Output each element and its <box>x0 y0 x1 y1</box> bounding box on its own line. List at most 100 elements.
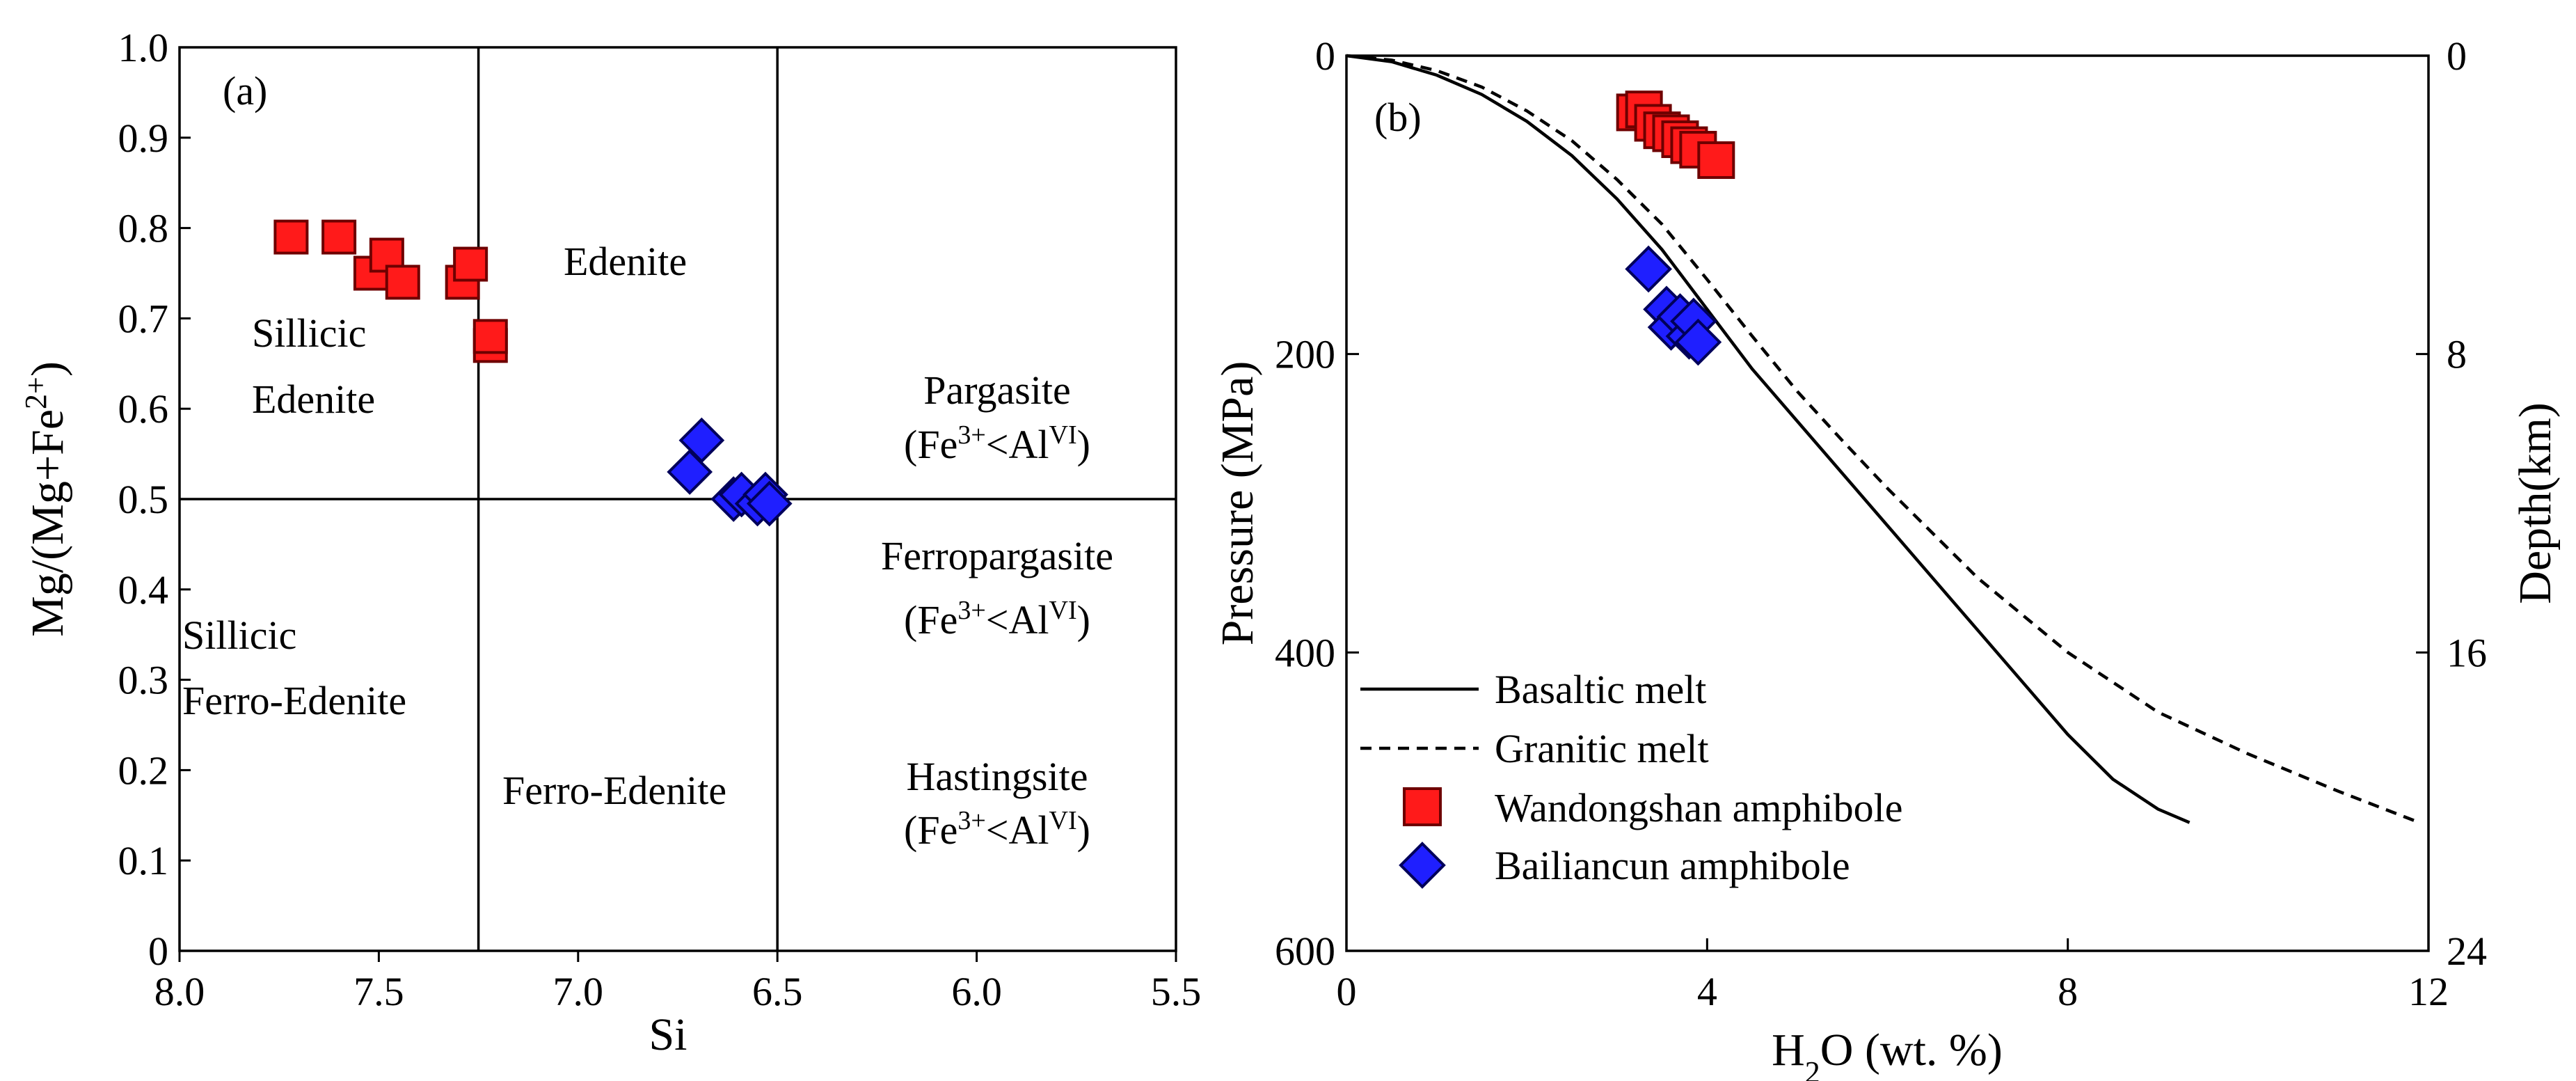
y-tick-label: 0.6 <box>118 386 169 432</box>
condition-suffix: ) <box>1077 422 1090 467</box>
y-tick-label: 0.2 <box>118 748 169 793</box>
y-tick-label: 0 <box>1315 33 1335 79</box>
legend-marker-wandongshan <box>1403 787 1442 826</box>
legend-label-granitic: Granitic melt <box>1495 726 1709 771</box>
panel-a-data-points <box>273 219 793 527</box>
x-label-suffix: O (wt. %) <box>1820 1025 2003 1075</box>
x-label-sub: 2 <box>1805 1055 1820 1081</box>
y-tick-label: 200 <box>1275 332 1335 377</box>
field-label-ferropargasite-condition: (Fe3+<AlVI) <box>904 596 1090 642</box>
x-tick-label: 8 <box>2058 969 2078 1014</box>
panel-a-y-ticks: 0 0.1 0.2 0.3 0.4 0.5 0.6 0.7 0.8 0.9 1.0 <box>118 25 191 974</box>
wandongshan-point <box>1697 141 1735 180</box>
right-y-tick-label: 8 <box>2447 332 2467 377</box>
condition-sup-al: VI <box>1049 596 1077 625</box>
field-label-sillicic-ferro-edenite-line2: Ferro-Edenite <box>182 678 406 723</box>
y-tick-label: 0.4 <box>118 567 169 613</box>
wandongshan-point <box>453 246 488 282</box>
y-tick-label: 0.5 <box>118 477 169 522</box>
right-y-tick-label: 16 <box>2447 630 2487 675</box>
condition-sup-fe: 3+ <box>957 420 985 450</box>
condition-mid: <Al <box>986 422 1049 467</box>
y-tick-label: 0 <box>148 929 168 974</box>
wandongshan-point <box>273 219 309 255</box>
field-label-pargasite-condition: (Fe3+<AlVI) <box>904 420 1090 467</box>
panel-a-y-axis-label: Mg/(Mg+Fe2+) <box>19 361 74 637</box>
field-label-hastingsite: Hastingsite <box>907 754 1088 799</box>
y-label-sup: 2+ <box>19 377 53 409</box>
x-tick-label: 6.5 <box>752 969 803 1014</box>
panel-b-y-axis-label: Pressure (MPa) <box>1212 361 1263 646</box>
field-label-sillicic-edenite-line2: Edenite <box>252 377 375 422</box>
panel-b-melt-curves <box>1346 54 2420 824</box>
x-tick-label: 4 <box>1697 969 1717 1014</box>
legend-label-bailiancun: Bailiancun amphibole <box>1495 843 1850 888</box>
granitic-melt-curve <box>1346 54 2420 824</box>
condition-suffix: ) <box>1077 597 1090 642</box>
panel-a-x-ticks: 8.0 7.5 7.0 6.5 6.0 5.5 <box>154 951 1202 1014</box>
field-label-pargasite: Pargasite <box>923 368 1071 413</box>
panel-b-plot-frame <box>1345 54 2430 952</box>
condition-sup-fe: 3+ <box>957 806 985 835</box>
condition-prefix: (Fe <box>904 597 957 642</box>
field-label-ferropargasite: Ferropargasite <box>881 533 1113 578</box>
field-label-ferro-edenite: Ferro-Edenite <box>502 768 726 813</box>
condition-prefix: (Fe <box>904 422 957 467</box>
field-label-sillicic-ferro-edenite-line1: Sillicic <box>182 613 296 658</box>
condition-prefix: (Fe <box>904 807 957 853</box>
legend-label-basaltic: Basaltic melt <box>1495 667 1706 712</box>
legend: Basaltic melt Granitic melt Wandongshan … <box>1360 667 1903 889</box>
y-tick-label: 0.8 <box>118 206 169 251</box>
panel-b-tag: (b) <box>1374 95 1422 140</box>
field-label-hastingsite-condition: (Fe3+<AlVI) <box>904 806 1090 853</box>
panel-b-pressure-water-diagram: 0 4 8 12 0 200 400 600 0 8 16 24 (b) Basaltic mel… <box>1212 33 2561 1081</box>
x-tick-label: 5.5 <box>1151 969 1202 1014</box>
condition-mid: <Al <box>986 597 1049 642</box>
bailiancun-point <box>678 417 725 464</box>
bailiancun-point <box>1625 245 1672 293</box>
condition-suffix: ) <box>1077 807 1090 853</box>
y-tick-label: 600 <box>1275 929 1335 974</box>
panel-b-y-ticks: 0 200 400 600 <box>1275 33 1359 974</box>
wandongshan-point <box>472 319 508 354</box>
x-tick-label: 12 <box>2408 969 2449 1014</box>
panel-a-tag: (a) <box>223 68 267 113</box>
condition-sup-al: VI <box>1049 806 1077 835</box>
basaltic-melt-curve <box>1346 54 2191 824</box>
condition-mid: <Al <box>986 807 1049 853</box>
x-label-prefix: H <box>1772 1025 1805 1075</box>
y-tick-label: 0.7 <box>118 296 169 341</box>
panel-b-right-y-axis-label: Depth(km) <box>2510 402 2561 604</box>
field-label-edenite: Edenite <box>564 239 687 284</box>
legend-label-wandongshan: Wandongshan amphibole <box>1495 785 1903 830</box>
bailiancun-point <box>746 480 793 527</box>
condition-sup-al: VI <box>1049 420 1077 450</box>
x-tick-label: 7.5 <box>353 969 404 1014</box>
x-tick-label: 6.0 <box>951 969 1002 1014</box>
y-label-main: Mg/(Mg+Fe <box>22 409 73 637</box>
y-tick-label: 0.1 <box>118 838 169 883</box>
y-tick-label: 0.9 <box>118 116 169 161</box>
panel-a-classification-diagram: 8.0 7.5 7.0 6.5 6.0 5.5 0 0.1 0.2 0.3 0.4 0.5 0.6 0.… <box>19 25 1202 1060</box>
wandongshan-point <box>385 265 420 300</box>
bailiancun-point <box>1674 318 1722 366</box>
condition-sup-fe: 3+ <box>957 596 985 625</box>
y-tick-label: 1.0 <box>118 25 169 70</box>
legend-marker-bailiancun <box>1399 842 1446 889</box>
wandongshan-point <box>321 219 357 255</box>
right-y-tick-label: 24 <box>2447 929 2487 974</box>
x-tick-label: 7.0 <box>553 969 604 1014</box>
y-tick-label: 0.3 <box>118 658 169 703</box>
panel-a-x-axis-label: Si <box>649 1009 687 1060</box>
x-tick-label: 0 <box>1337 969 1357 1014</box>
panel-b-right-y-ticks: 0 8 16 24 <box>2416 33 2487 974</box>
panel-b-data-points <box>1616 90 1735 366</box>
field-label-sillicic-edenite-line1: Sillicic <box>252 310 366 356</box>
x-tick-label: 8.0 <box>154 969 205 1014</box>
y-label-close: ) <box>22 361 73 377</box>
y-tick-label: 400 <box>1275 630 1335 675</box>
right-y-tick-label: 0 <box>2447 33 2467 79</box>
panel-b-x-ticks: 0 4 8 12 <box>1337 938 2449 1014</box>
